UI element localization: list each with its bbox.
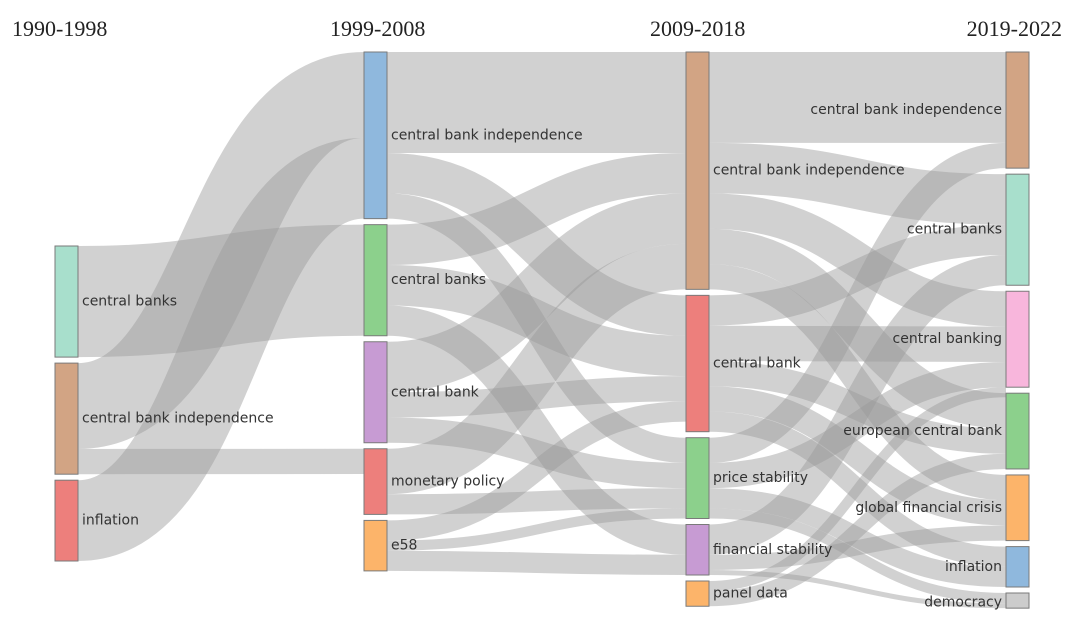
node-label-d6: inflation [945, 559, 1002, 575]
node-label-d5: global financial crisis [855, 500, 1002, 516]
link-c1-to-d4 [708, 228, 1007, 429]
link-b2-to-c1 [386, 153, 687, 266]
period-titles: 1990-1998 1999-2008 2009-2018 2019-2022 [12, 16, 1062, 41]
link-c3-to-d1 [708, 142, 1007, 463]
node-b3 [363, 341, 388, 444]
node-label-c2: central bank [713, 356, 802, 372]
link-c2-to-d5 [708, 386, 1007, 526]
link-b2-to-c2 [386, 265, 687, 377]
period-title-2009-2018: 2009-2018 [650, 16, 745, 41]
link-c2-to-d3 [708, 325, 1007, 362]
link-c3-to-d6 [708, 488, 1007, 587]
link-c4-to-d2 [708, 254, 1007, 555]
link-c1-to-d2 [708, 142, 1007, 225]
node-a3 [54, 479, 79, 562]
link-a2-to-b1 [74, 52, 368, 449]
node-label-c5: panel data [713, 586, 788, 602]
node-c5 [685, 580, 710, 607]
node-d2 [1005, 173, 1030, 286]
period-title-2019-2022: 2019-2022 [967, 16, 1062, 41]
node-c2 [685, 294, 710, 433]
node-b4 [363, 448, 388, 515]
link-c4-to-d5 [708, 525, 1007, 570]
link-b5-to-c4 [386, 550, 687, 575]
link-b5-to-c2 [386, 401, 687, 541]
node-label-d4: european central bank [843, 423, 1003, 439]
link-b3-to-c3 [386, 417, 687, 489]
link-c5-to-d3 [708, 387, 1007, 592]
links-layer [74, 51, 1007, 609]
labels-layer: central banks central bank independence in… [82, 102, 1003, 611]
node-label-d2: central banks [907, 222, 1002, 238]
link-c5-to-d4 [708, 453, 1007, 607]
link-b5-to-c3 [386, 508, 687, 551]
node-d5 [1005, 474, 1030, 542]
link-c2-to-d6 [708, 411, 1007, 567]
link-b4-to-c3 [386, 488, 687, 515]
node-label-b5: e58 [391, 538, 417, 554]
node-label-d1: central bank independence [810, 102, 1002, 118]
node-b1 [363, 51, 388, 220]
link-b3-to-c1 [386, 193, 687, 393]
link-c1-to-d5 [708, 264, 1007, 501]
node-label-d7: democracy [924, 595, 1002, 611]
node-label-a1: central banks [82, 294, 177, 310]
link-c2-to-d2 [708, 224, 1007, 326]
node-a2 [54, 362, 79, 475]
nodes-layer [54, 51, 1030, 609]
node-label-b4: monetary policy [391, 474, 504, 490]
link-b1-to-c2 [386, 153, 687, 336]
node-label-d3: central banking [893, 331, 1002, 347]
node-d3 [1005, 290, 1030, 388]
node-label-c3: price stability [713, 470, 808, 486]
link-a3-to-b1 [74, 137, 368, 561]
node-b2 [363, 224, 388, 337]
period-title-1999-2008: 1999-2008 [330, 16, 425, 41]
link-c2-to-d4 [708, 361, 1007, 454]
link-c3-to-d7 [708, 508, 1007, 604]
node-c1 [685, 51, 710, 290]
link-a1-to-b2 [77, 224, 365, 358]
link-b2-to-c4 [386, 305, 687, 555]
link-b1-to-c3 [386, 193, 687, 463]
link-c3-to-d3 [708, 361, 1007, 489]
node-d4 [1005, 392, 1030, 470]
node-d6 [1005, 546, 1030, 588]
node-d1 [1005, 51, 1030, 169]
node-c3 [685, 437, 710, 520]
node-label-b2: central banks [391, 272, 486, 288]
link-c1-to-d3 [708, 193, 1007, 327]
node-d7 [1005, 592, 1030, 609]
node-b5 [363, 519, 388, 572]
node-a1 [54, 245, 79, 358]
node-label-c4: financial stability [713, 542, 832, 558]
node-c4 [685, 524, 710, 576]
link-b4-to-c1 [386, 243, 687, 495]
link-b3-to-c2 [386, 376, 687, 418]
period-title-1990-1998: 1990-1998 [12, 16, 107, 41]
link-c4-to-d7 [708, 569, 1007, 609]
node-label-a2: central bank independence [82, 411, 274, 427]
node-label-c1: central bank independence [713, 163, 905, 179]
node-label-b1: central bank independence [391, 127, 583, 143]
node-label-a3: inflation [82, 513, 139, 529]
node-label-b3: central bank [391, 384, 480, 400]
